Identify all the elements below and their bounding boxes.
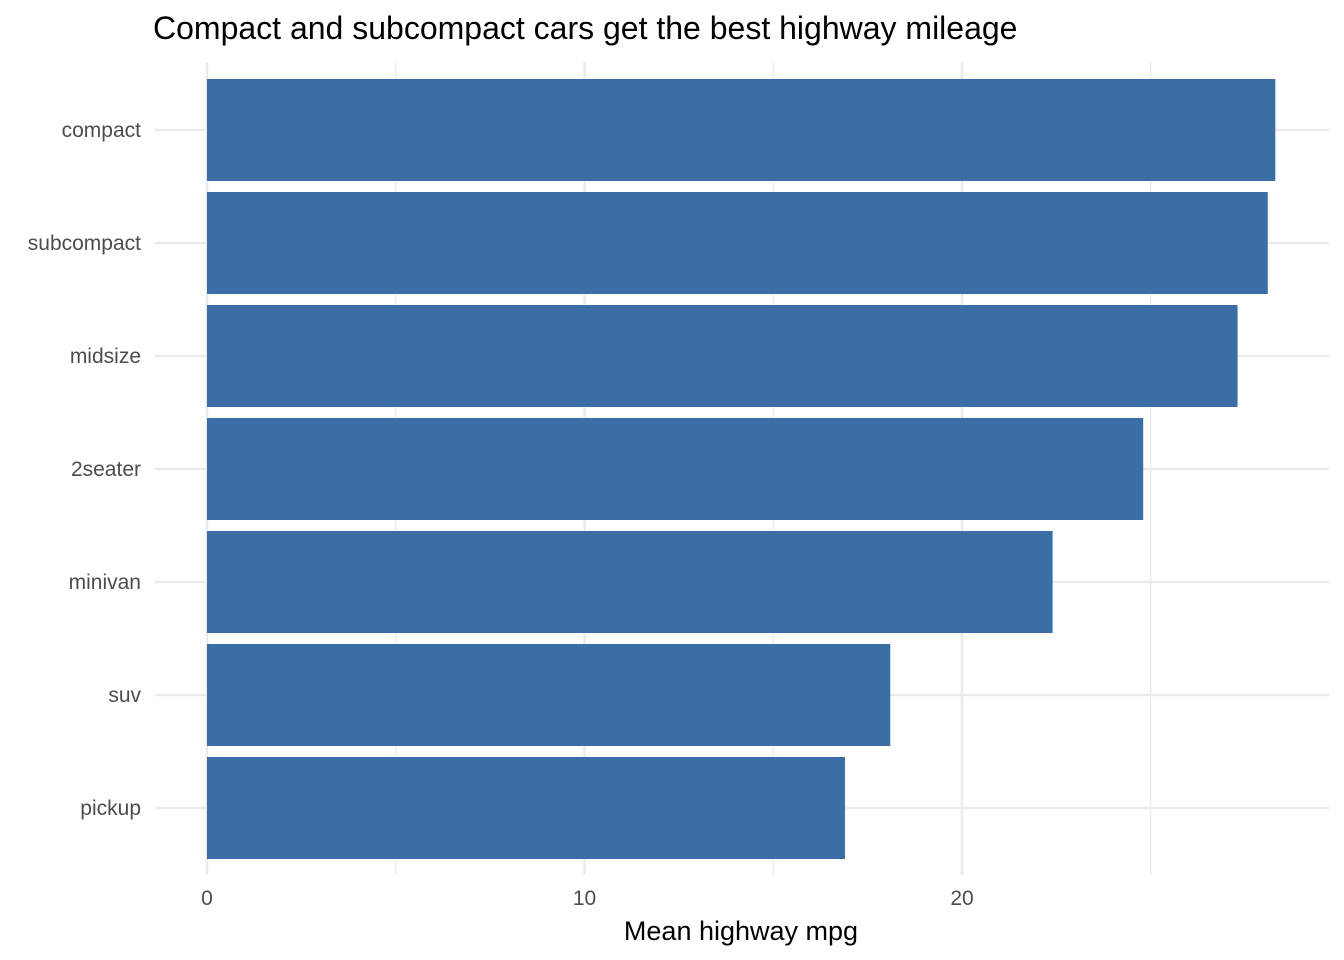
chart-title: Compact and subcompact cars get the best…	[153, 10, 1017, 46]
y-tick-label: 2seater	[71, 458, 141, 481]
x-tick-label: 20	[950, 887, 973, 910]
y-tick-label: subcompact	[28, 232, 141, 255]
y-axis-ticks: compact subcompact midsize 2seater minivan su…	[28, 119, 142, 820]
x-axis-ticks: 0 10 20	[201, 887, 974, 910]
y-tick-label: midsize	[70, 345, 141, 368]
y-tick-label: suv	[108, 684, 141, 707]
bar-minivan	[207, 531, 1053, 633]
bar-subcompact	[207, 192, 1268, 294]
y-tick-label: pickup	[80, 797, 141, 820]
bar-pickup	[207, 757, 845, 859]
y-tick-label: compact	[62, 119, 142, 142]
bar-2seater	[207, 418, 1144, 520]
bars	[207, 79, 1276, 859]
bar-suv	[207, 644, 891, 746]
x-tick-label: 10	[573, 887, 596, 910]
y-tick-label: minivan	[69, 571, 141, 594]
bar-midsize	[207, 305, 1238, 407]
x-tick-label: 0	[201, 887, 213, 910]
x-axis-title: Mean highway mpg	[624, 916, 858, 946]
bar-compact	[207, 79, 1276, 181]
